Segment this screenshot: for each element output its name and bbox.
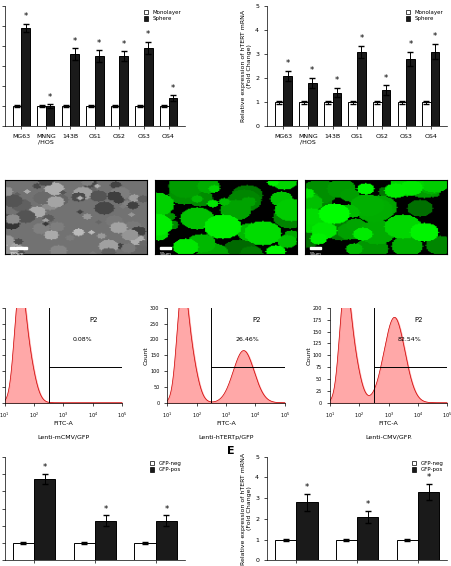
Bar (332, 93, 341, 126)
Legend: Monolayer, Sphere: Monolayer, Sphere (404, 8, 444, 23)
Text: 100μm: 100μm (9, 251, 24, 256)
Bar (307, 83, 316, 126)
Text: *: * (432, 32, 436, 41)
Bar (417, 492, 438, 560)
Y-axis label: Relative expression of hTERT mRNA
(Fold Change): Relative expression of hTERT mRNA (Fold … (241, 10, 252, 122)
Bar (323, 102, 332, 126)
Text: *: * (48, 93, 52, 102)
Bar (119, 56, 128, 126)
Bar (37, 106, 46, 126)
Text: 82.54%: 82.54% (397, 337, 421, 342)
Text: E: E (226, 447, 234, 456)
Text: Lenti-CMV/GFP.: Lenti-CMV/GFP. (364, 435, 411, 440)
X-axis label: FITC-A: FITC-A (378, 421, 398, 426)
Bar (168, 98, 177, 126)
Bar (135, 106, 144, 126)
Bar (86, 106, 95, 126)
Bar (405, 59, 414, 126)
Legend: GFP-neg, GFP-pos: GFP-neg, GFP-pos (410, 460, 444, 474)
Text: P2: P2 (414, 317, 422, 323)
Text: *: * (121, 40, 125, 49)
Text: *: * (42, 464, 47, 472)
Bar (356, 52, 365, 126)
Text: Lenti-hTERTp/GFP: Lenti-hTERTp/GFP (198, 435, 253, 440)
Text: *: * (103, 505, 107, 514)
Text: *: * (146, 31, 150, 40)
Bar (95, 56, 103, 126)
Bar (13, 543, 34, 560)
Text: *: * (407, 40, 412, 49)
Text: 50μm: 50μm (159, 251, 171, 256)
Legend: GFP-neg, GFP-pos: GFP-neg, GFP-pos (148, 460, 182, 474)
Text: *: * (285, 59, 289, 68)
Bar (396, 539, 417, 560)
Text: *: * (170, 84, 175, 93)
Y-axis label: Relative expression of hTERT mRNA
(Fold Change): Relative expression of hTERT mRNA (Fold … (241, 452, 252, 565)
Bar (110, 106, 119, 126)
Text: 0.08%: 0.08% (73, 337, 92, 342)
Text: P2: P2 (89, 317, 97, 323)
Bar (134, 543, 156, 560)
Bar (356, 517, 377, 560)
Text: *: * (304, 483, 308, 492)
Bar (74, 543, 95, 560)
Text: 26.46%: 26.46% (235, 337, 258, 342)
Text: *: * (359, 33, 363, 42)
Bar (299, 102, 307, 126)
Bar (430, 52, 438, 126)
Text: P2: P2 (251, 317, 260, 323)
Text: *: * (23, 12, 28, 22)
Bar (381, 90, 389, 126)
Text: *: * (365, 500, 369, 509)
Y-axis label: Count: Count (143, 346, 148, 365)
Text: *: * (73, 37, 77, 45)
Bar (62, 106, 70, 126)
Text: Lenti-mCMV/GFP: Lenti-mCMV/GFP (37, 435, 89, 440)
Bar (156, 521, 177, 560)
Bar (335, 539, 356, 560)
Bar (295, 503, 317, 560)
Bar (21, 28, 30, 126)
Y-axis label: Count: Count (306, 346, 311, 365)
Bar (46, 106, 54, 126)
Bar (274, 539, 295, 560)
Bar (160, 106, 168, 126)
Bar (397, 102, 405, 126)
Bar (348, 102, 356, 126)
Text: *: * (334, 76, 338, 85)
Bar (70, 54, 79, 126)
X-axis label: FITC-A: FITC-A (53, 421, 73, 426)
Bar (309, 247, 320, 249)
Bar (372, 102, 381, 126)
Text: *: * (309, 66, 314, 75)
Bar (144, 48, 152, 126)
Bar (34, 479, 55, 560)
Legend: Monolayer, Sphere: Monolayer, Sphere (143, 8, 182, 23)
Text: *: * (383, 74, 387, 83)
Bar (9, 247, 27, 249)
Text: *: * (164, 505, 168, 514)
Text: *: * (426, 473, 430, 482)
Text: B: B (234, 0, 242, 1)
Bar (274, 102, 283, 126)
Text: *: * (97, 38, 101, 48)
Bar (283, 76, 291, 126)
X-axis label: FITC-A: FITC-A (216, 421, 235, 426)
Text: 50μm: 50μm (309, 251, 321, 256)
Bar (13, 106, 21, 126)
Bar (95, 521, 116, 560)
Bar (159, 247, 170, 249)
Bar (421, 102, 430, 126)
